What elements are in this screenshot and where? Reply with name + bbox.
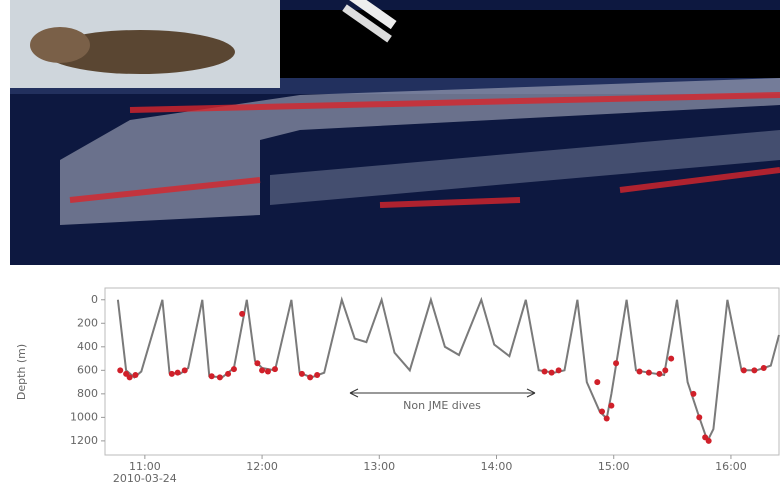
jme-point xyxy=(254,360,261,367)
jme-highlight xyxy=(69,92,780,208)
jme-point xyxy=(117,367,124,374)
jme-point xyxy=(174,369,181,376)
jme-point xyxy=(239,310,246,317)
jme-point xyxy=(298,370,305,377)
jme-point xyxy=(126,374,133,381)
dive-curtain xyxy=(270,130,780,205)
jme-point xyxy=(181,367,188,374)
y-axis-label: Depth (m) xyxy=(15,344,28,400)
y-tick-label: 1200 xyxy=(70,434,98,447)
depth-line xyxy=(116,296,780,444)
y-tick-label: 0 xyxy=(91,293,98,306)
jme-point xyxy=(705,437,712,444)
x-tick-label: 13:00 xyxy=(363,460,395,473)
jme-point xyxy=(208,373,215,380)
x-tick-label: 15:00 xyxy=(598,460,630,473)
jme-point xyxy=(541,368,548,375)
jme-point xyxy=(608,402,615,409)
seal-head xyxy=(30,27,90,63)
jme-point xyxy=(264,368,271,375)
plot-frame xyxy=(104,287,780,456)
jme-point xyxy=(259,367,266,374)
jme-point xyxy=(230,366,237,373)
y-tick-label: 1000 xyxy=(70,410,98,423)
annotation-label: Non JME dives xyxy=(403,399,481,412)
y-tick-label: 800 xyxy=(77,387,98,400)
y-tick-label: 400 xyxy=(77,340,98,353)
night-sky xyxy=(275,10,780,88)
jme-point xyxy=(599,408,606,415)
y-tick-label: 600 xyxy=(77,363,98,376)
jme-point xyxy=(656,370,663,377)
jme-point xyxy=(760,364,767,371)
seal-dive-illustration xyxy=(10,0,780,265)
seal-body xyxy=(45,30,235,74)
jme-point xyxy=(696,414,703,421)
jme-point xyxy=(555,367,562,374)
jme-point xyxy=(225,370,232,377)
satellite xyxy=(333,0,397,30)
jme-point xyxy=(668,355,675,362)
x-tick-label: 16:00 xyxy=(715,460,747,473)
y-tick-label: 200 xyxy=(77,316,98,329)
jme-point xyxy=(314,372,321,379)
jme-point xyxy=(307,374,314,381)
jme-point xyxy=(603,415,610,422)
jme-point xyxy=(645,369,652,376)
jme-point xyxy=(132,372,139,379)
x-tick-label: 11:00 xyxy=(129,460,161,473)
x-tick-label: 12:00 xyxy=(246,460,278,473)
jme-point xyxy=(751,367,758,374)
x-tick-label: 14:00 xyxy=(481,460,513,473)
jme-point xyxy=(662,367,669,374)
jme-point xyxy=(690,390,697,397)
satellite-panel xyxy=(342,4,392,43)
x-date-label: 2010-03-24 xyxy=(113,472,177,485)
jme-point xyxy=(548,369,555,376)
jme-point xyxy=(636,368,643,375)
jme-point xyxy=(168,370,175,377)
annotation-arrow xyxy=(349,388,536,398)
jme-point xyxy=(594,379,601,386)
jme-point xyxy=(740,367,747,374)
dive-curtain xyxy=(60,78,780,225)
jme-point xyxy=(613,360,620,367)
jme-point xyxy=(271,366,278,373)
jme-point xyxy=(216,374,223,381)
